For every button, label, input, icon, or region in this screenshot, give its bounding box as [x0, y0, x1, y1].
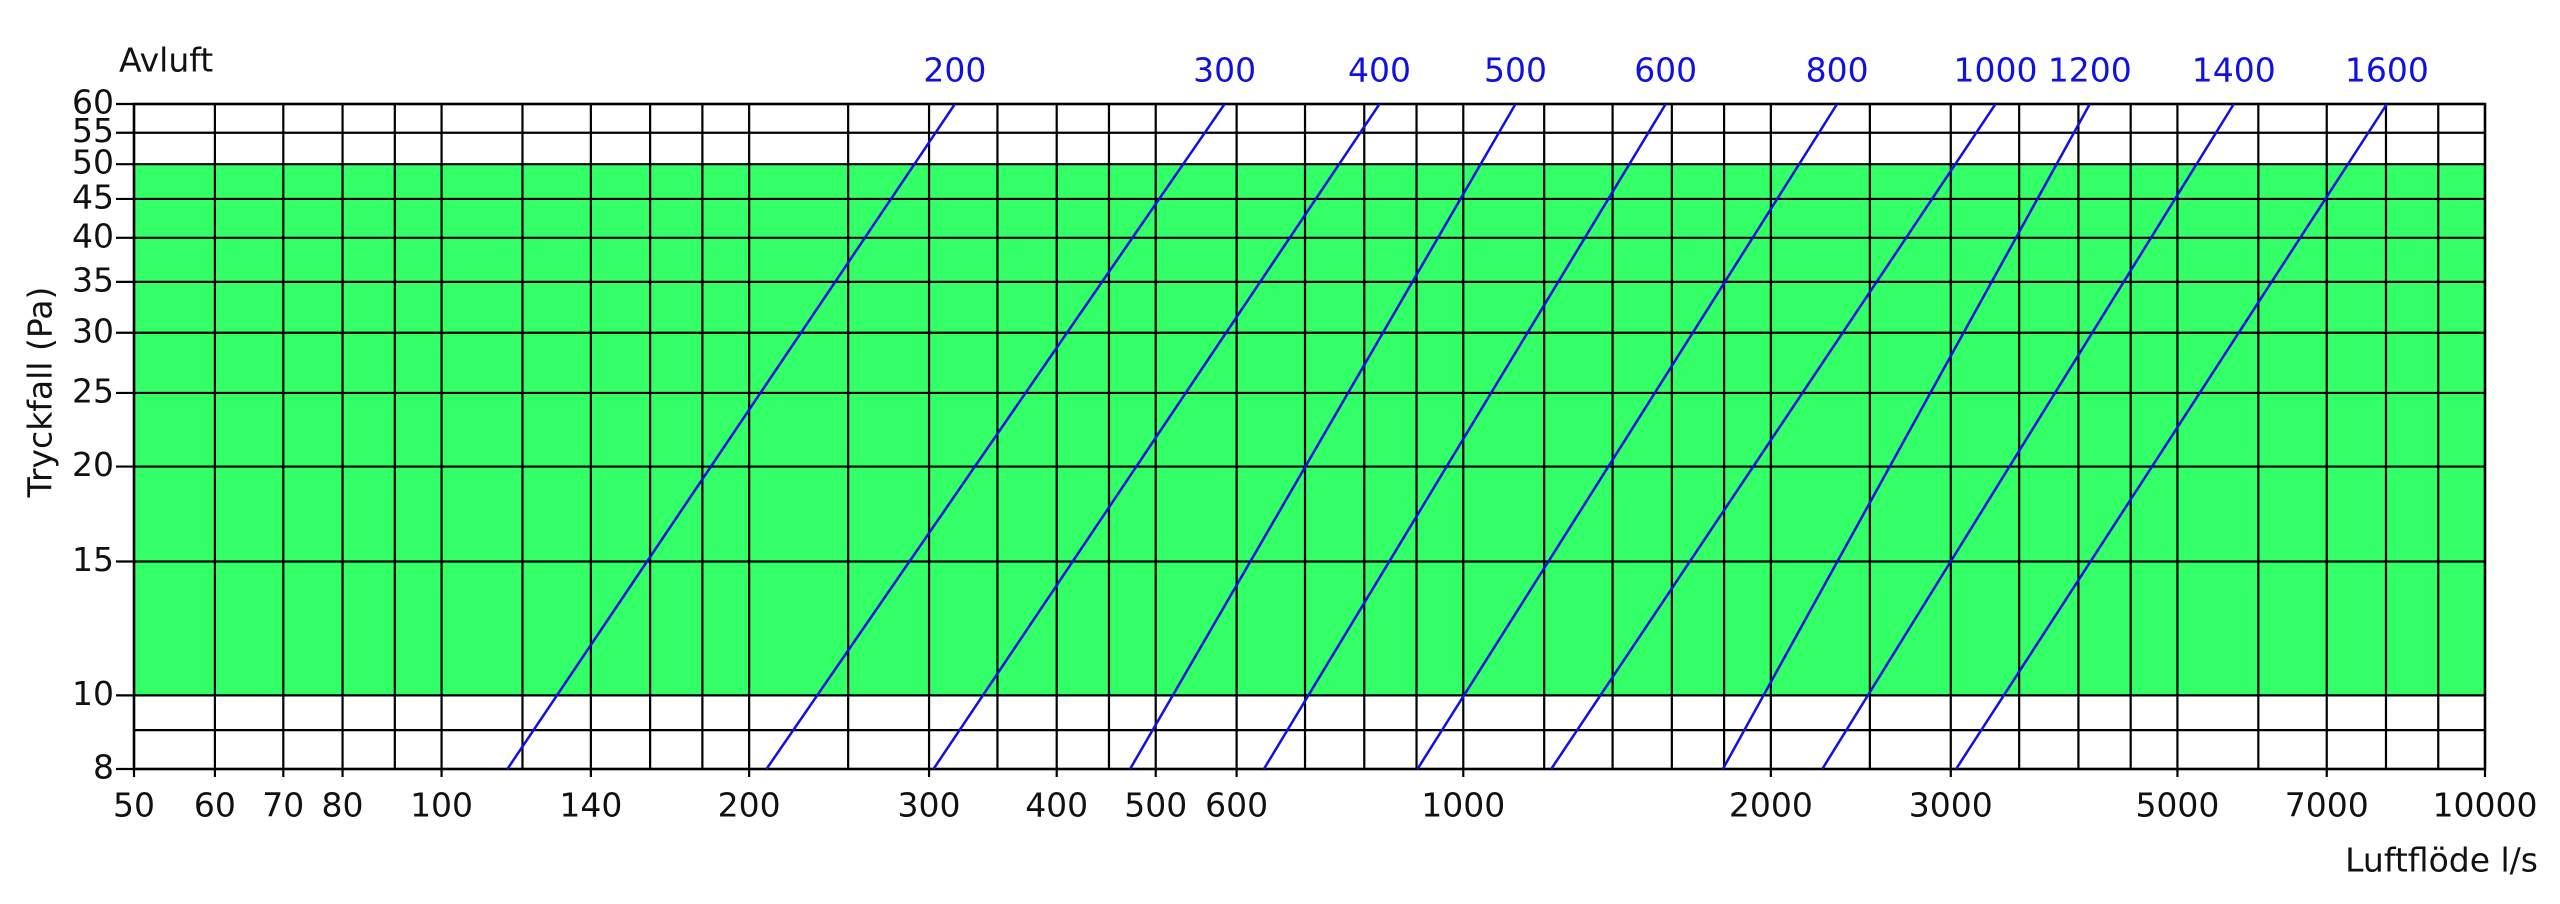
series-line [1550, 103, 1997, 770]
y-tick-label: 40 [72, 216, 114, 255]
x-tick-label: 50 [113, 786, 155, 825]
x-tick-label: 1000 [1421, 786, 1505, 825]
series-line [765, 103, 1226, 770]
series-label: 1000 [1953, 51, 2037, 90]
series-line [1821, 103, 2235, 770]
x-tick-label: 2000 [1729, 786, 1813, 825]
series-label: 600 [1634, 51, 1697, 90]
series-line [1721, 103, 2091, 770]
series-label: 1200 [2048, 51, 2132, 90]
x-tick-label: 80 [322, 786, 364, 825]
x-tick-label: 7000 [2285, 786, 2369, 825]
series-label: 1400 [2192, 51, 2276, 90]
x-tick-label: 300 [898, 786, 961, 825]
y-tick-label: 20 [72, 445, 114, 484]
x-tick-label: 200 [718, 786, 781, 825]
series-label: 300 [1193, 51, 1256, 90]
x-tick-label: 600 [1205, 786, 1268, 825]
y-tick-label: 25 [72, 371, 114, 410]
y-tick-label: 60 [72, 83, 114, 122]
chart-title: Avluft [119, 41, 213, 80]
y-tick-label: 8 [93, 748, 114, 787]
band [134, 164, 2485, 696]
y-axis-title: Tryckfall (Pa) [21, 287, 60, 499]
series-line [1262, 103, 1667, 770]
x-tick-label: 140 [559, 786, 622, 825]
y-tick-label: 45 [72, 177, 114, 216]
series-line [1955, 103, 2388, 770]
y-tick-label: 15 [72, 540, 114, 579]
series-label: 1600 [2345, 51, 2429, 90]
x-tick-label: 60 [194, 786, 236, 825]
series-label: 800 [1806, 51, 1869, 90]
x-tick-label: 10000 [2433, 786, 2538, 825]
y-tick-label: 30 [72, 311, 114, 350]
x-tick-label: 5000 [2135, 786, 2219, 825]
series-label: 500 [1484, 51, 1547, 90]
series-line [1416, 103, 1839, 770]
x-tick-label: 400 [1025, 786, 1088, 825]
x-tick-label: 70 [262, 786, 304, 825]
y-tick-label: 55 [72, 111, 114, 150]
series-line [506, 103, 956, 770]
y-tick-label: 50 [72, 143, 114, 182]
series-line [932, 103, 1381, 770]
x-tick-label: 3000 [1909, 786, 1993, 825]
series-label: 200 [923, 51, 986, 90]
x-axis-title: Luftflöde l/s [2345, 841, 2538, 880]
plot-frame [132, 102, 2487, 771]
y-tick-label: 35 [72, 260, 114, 299]
y-tick-label: 10 [72, 674, 114, 713]
series-line [1129, 103, 1517, 770]
x-tick-label: 100 [410, 786, 473, 825]
x-tick-label: 500 [1124, 786, 1187, 825]
series-label: 400 [1348, 51, 1411, 90]
